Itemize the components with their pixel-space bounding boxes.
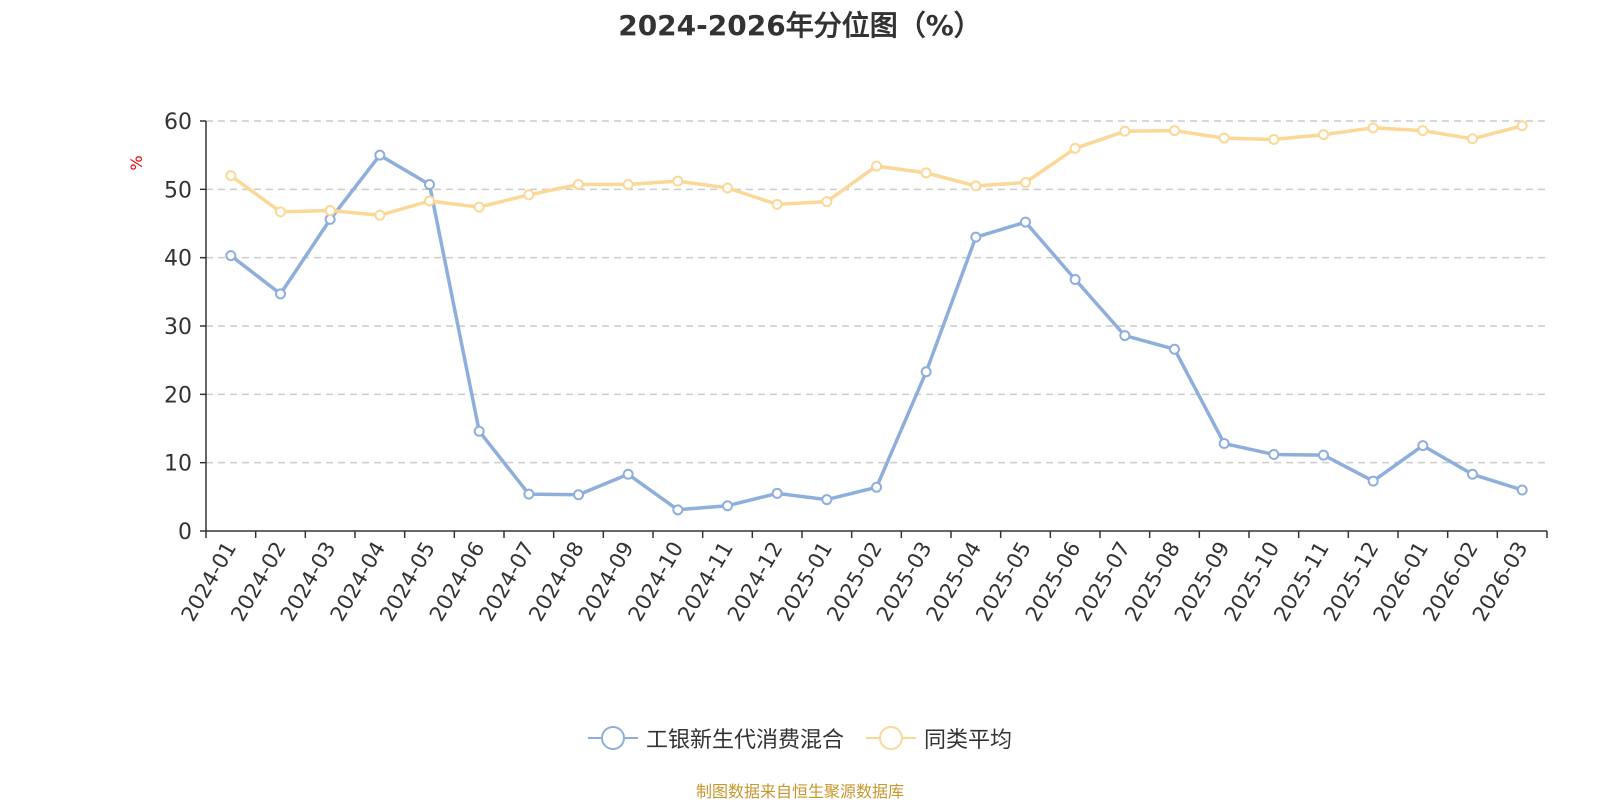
data-point[interactable] — [374, 149, 386, 161]
data-point[interactable] — [1020, 216, 1031, 228]
data-point[interactable] — [1417, 440, 1429, 452]
y-tick-label: 0 — [178, 520, 192, 545]
y-tick-label: 30 — [164, 315, 192, 340]
data-point[interactable] — [1417, 125, 1429, 137]
data-point[interactable] — [1169, 343, 1180, 355]
data-point[interactable] — [821, 196, 833, 208]
y-tick-label: 20 — [164, 383, 192, 408]
legend-label-series-0: 工银新生代消费混合 — [645, 728, 844, 753]
data-point[interactable] — [722, 500, 733, 512]
legend-item-series-0[interactable]: 工银新生代消费混合 — [587, 722, 844, 754]
data-point[interactable] — [871, 481, 882, 493]
data-point[interactable] — [1516, 484, 1528, 496]
data-point[interactable] — [523, 189, 535, 201]
data-point[interactable] — [1119, 330, 1131, 342]
data-point[interactable] — [374, 209, 386, 221]
data-point[interactable] — [1218, 438, 1230, 450]
data-point[interactable] — [1069, 274, 1081, 286]
data-point[interactable] — [722, 182, 733, 194]
data-point[interactable] — [970, 180, 982, 192]
data-point[interactable] — [1467, 133, 1478, 145]
data-point[interactable] — [920, 167, 932, 179]
data-point[interactable] — [672, 504, 684, 516]
data-point[interactable] — [771, 487, 783, 499]
data-point[interactable] — [1268, 448, 1280, 460]
data-point[interactable] — [324, 213, 336, 225]
data-point[interactable] — [1516, 120, 1528, 132]
y-tick-label: 10 — [164, 452, 192, 477]
data-point[interactable] — [275, 288, 286, 300]
y-tick-label: 40 — [164, 247, 192, 272]
data-point[interactable] — [225, 250, 237, 262]
data-point[interactable] — [1318, 449, 1329, 461]
data-point[interactable] — [1318, 129, 1329, 141]
y-tick-label: 50 — [164, 178, 192, 203]
data-point[interactable] — [871, 160, 882, 172]
data-source-note: 制图数据来自恒生聚源数据库 — [695, 782, 904, 801]
data-point[interactable] — [1119, 125, 1131, 137]
data-point[interactable] — [424, 195, 435, 207]
data-point[interactable] — [573, 489, 584, 501]
data-point[interactable] — [225, 170, 237, 182]
data-point[interactable] — [622, 179, 634, 191]
series-lines — [225, 120, 1528, 516]
data-point[interactable] — [473, 425, 485, 437]
data-point[interactable] — [324, 205, 336, 217]
data-point[interactable] — [1367, 122, 1379, 134]
data-point[interactable] — [920, 366, 932, 378]
data-point[interactable] — [771, 198, 783, 210]
legend-item-series-1[interactable]: 同类平均 — [866, 722, 1012, 754]
grid-lines — [206, 120, 1547, 464]
data-point[interactable] — [970, 231, 982, 243]
data-point[interactable] — [1367, 475, 1379, 487]
data-point[interactable] — [424, 179, 435, 191]
legend-label-series-1: 同类平均 — [924, 728, 1013, 753]
legend-marker-series-0 — [587, 726, 638, 750]
data-point[interactable] — [672, 175, 684, 187]
data-point[interactable] — [1169, 125, 1180, 137]
chart-title: 2024-2026年分位图（%） — [618, 9, 982, 42]
legend: 工银新生代消费混合 同类平均 — [0, 722, 1600, 754]
data-point[interactable] — [1218, 132, 1230, 144]
y-axis-label: % — [127, 155, 146, 170]
axes: 01020304050602024-012024-022024-032024-0… — [164, 110, 1548, 625]
y-tick-label: 60 — [164, 110, 192, 135]
data-point[interactable] — [573, 179, 584, 191]
data-point[interactable] — [473, 201, 485, 213]
data-point[interactable] — [1268, 133, 1280, 145]
data-point[interactable] — [523, 488, 535, 500]
data-point[interactable] — [1467, 468, 1478, 480]
data-point[interactable] — [622, 468, 634, 480]
data-point[interactable] — [821, 494, 833, 506]
data-point[interactable] — [1069, 142, 1081, 154]
data-point[interactable] — [275, 206, 286, 218]
data-point[interactable] — [1020, 177, 1031, 188]
legend-marker-series-1 — [866, 726, 916, 750]
